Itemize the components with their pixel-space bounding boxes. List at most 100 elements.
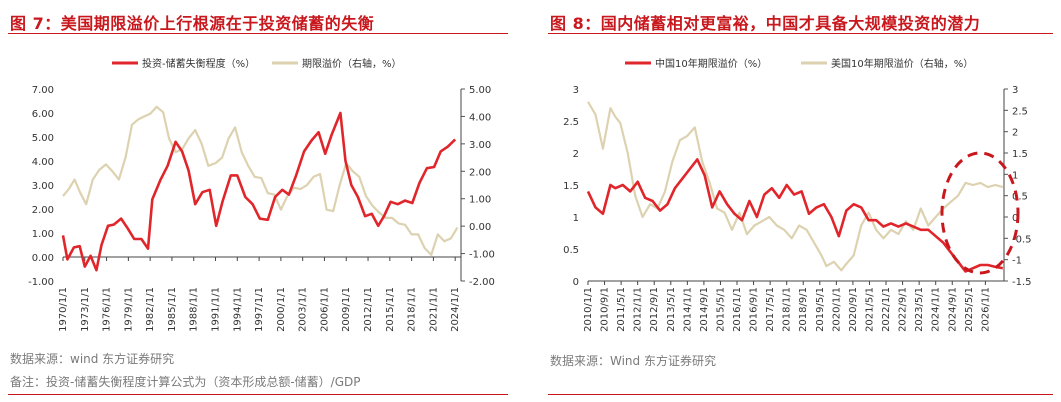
y-left-tick-label: 6.00 (32, 109, 54, 120)
y-left-tick-label: 3 (573, 85, 579, 96)
x-tick-label: 2014/1/1 (682, 287, 693, 332)
x-tick-label: 2020/1/1 (831, 287, 842, 332)
series-line (587, 101, 1004, 272)
x-tick-label: 2013/5/1 (666, 287, 677, 332)
series-line (586, 158, 1004, 273)
x-tick-label: 2020/9/1 (848, 287, 859, 332)
x-tick-label: 2000/1/1 (276, 287, 287, 332)
highlight-ellipse (940, 151, 1020, 275)
x-tick-label: 2024/9/1 (947, 287, 958, 332)
x-tick-label: 2016/1/1 (732, 287, 743, 332)
y-right-tick-label: -0.5 (1012, 234, 1032, 245)
x-tick-label: 1988/1/1 (189, 287, 200, 332)
y-right-tick-label: -1.00 (469, 250, 495, 261)
line-chart-right: 中国10年期限溢价（%） 美国10年期限溢价（右轴，%） 0 0.5 1 1.5 2 2.5 3… (563, 57, 1032, 332)
bottom-rule (548, 394, 1053, 395)
line-chart-left: 投资-储蓄失衡程度（%） 期限溢价（右轴，%） -1.00 0.00 1.00 2.00 3… (28, 57, 495, 332)
y-right-tick-label: -2.00 (469, 277, 495, 288)
bottom-rule (8, 394, 508, 395)
x-tick-label: 2012/9/1 (649, 287, 660, 332)
x-tick-label: 2015/1/1 (385, 287, 396, 332)
x-tick-label: 2011/5/1 (616, 287, 627, 332)
title-rule (548, 33, 1053, 34)
x-tick-label: 1976/1/1 (102, 287, 113, 332)
x-tick-label: 1985/1/1 (167, 287, 178, 332)
x-tick-label: 2018/9/1 (798, 287, 809, 332)
y-right-tick-label: 5.00 (469, 85, 491, 96)
x-tick-label: 2022/1/1 (881, 287, 892, 332)
y-left-tick-label: 2.5 (563, 117, 579, 128)
legend-label: 期限溢价（右轴，%） (302, 57, 402, 70)
x-tick-label: 1979/1/1 (123, 287, 134, 332)
x-tick-label: 2009/1/1 (341, 287, 352, 332)
legend-label: 美国10年期限溢价（右轴，%） (831, 57, 973, 70)
legend-label: 投资-储蓄失衡程度（%） (142, 57, 255, 70)
x-tick-label: 2026/1/1 (980, 287, 991, 332)
y-left-tick-label: 0 (573, 277, 579, 288)
x-tick-label: 2024/1/1 (450, 287, 461, 332)
x-tick-label: 1994/1/1 (232, 287, 243, 332)
x-tick-label: 2024/1/1 (931, 287, 942, 332)
x-tick-label: 2017/5/1 (765, 287, 776, 332)
series-line (62, 105, 459, 256)
y-right-tick-label: -1 (1012, 256, 1022, 267)
y-right-tick-label: 0 (1012, 213, 1018, 224)
y-right-tick-label: 3 (1012, 85, 1018, 96)
x-tick-label: 2025/5/1 (964, 287, 975, 332)
x-tick-label: 1997/1/1 (254, 287, 265, 332)
x-tick-label: 2018/1/1 (407, 287, 418, 332)
y-left-tick-label: 0.00 (32, 253, 54, 264)
y-right-tick-label: 1 (1012, 170, 1018, 181)
y-left-tick-label: 2.00 (32, 205, 54, 216)
x-tick-label: 2010/9/1 (600, 287, 611, 332)
x-tick-label: 2012/1/1 (633, 287, 644, 332)
remark-note: 备注：投资-储蓄失衡程度计算公式为（资本形成总额-储蓄）/GDP (10, 375, 361, 389)
y-right-tick-label: -1.5 (1012, 277, 1032, 288)
chart-panel-right: 图 8：国内储蓄相对更富裕，中国才具备大规模投资的潜力 中国10年期限溢价（%）… (540, 0, 1061, 402)
chart-panel-left: 图 7：美国期限溢价上行根源在于投资储蓄的失衡 投资-储蓄失衡程度（%） 期限溢价… (0, 0, 516, 402)
y-left-tick-label: 1.5 (563, 181, 579, 192)
x-tick-label: 2010/1/1 (583, 287, 594, 332)
y-right-tick-label: 1.5 (1012, 149, 1028, 160)
x-tick-label: 2018/1/1 (782, 287, 793, 332)
source-note: 数据来源：Wind 东方证券研究 (550, 354, 716, 368)
y-left-tick-label: 7.00 (32, 85, 54, 96)
x-tick-label: 2023/5/1 (914, 287, 925, 332)
legend-label: 中国10年期限溢价（%） (655, 57, 767, 70)
x-tick-label: 2021/1/1 (428, 287, 439, 332)
y-left-tick-label: 5.00 (32, 133, 54, 144)
y-left-tick-label: 1.00 (32, 229, 54, 240)
x-tick-label: 2014/9/1 (699, 287, 710, 332)
x-tick-label: 2006/1/1 (319, 287, 330, 332)
x-tick-label: 2021/5/1 (864, 287, 875, 332)
x-tick-label: 2003/1/1 (298, 287, 309, 332)
y-left-tick-label: 2 (573, 149, 579, 160)
y-right-tick-label: 0.5 (1012, 192, 1028, 203)
chart-title: 图 8：国内储蓄相对更富裕，中国才具备大规模投资的潜力 (550, 14, 981, 33)
y-left-tick-label: 4.00 (32, 157, 54, 168)
y-left-tick-label: 1 (573, 213, 579, 224)
series-line (61, 111, 457, 272)
y-right-tick-label: 4.00 (469, 112, 491, 123)
y-right-tick-label: 2.00 (469, 167, 491, 178)
y-left-tick-label: -1.00 (28, 277, 54, 288)
x-tick-label: 2015/5/1 (715, 287, 726, 332)
y-right-tick-label: 3.00 (469, 140, 491, 151)
title-rule (8, 33, 508, 34)
x-tick-label: 2022/9/1 (898, 287, 909, 332)
x-tick-label: 2012/1/1 (363, 287, 374, 332)
chart-title: 图 7：美国期限溢价上行根源在于投资储蓄的失衡 (10, 14, 375, 33)
x-tick-label: 1982/1/1 (145, 287, 156, 332)
y-left-tick-label: 3.00 (32, 181, 54, 192)
y-right-tick-label: 2 (1012, 128, 1018, 139)
x-tick-label: 2016/9/1 (749, 287, 760, 332)
y-right-tick-label: 0.00 (469, 222, 491, 233)
x-tick-label: 1973/1/1 (80, 287, 91, 332)
y-right-tick-label: 1.00 (469, 195, 491, 206)
x-tick-label: 1991/1/1 (211, 287, 222, 332)
source-note: 数据来源：wind 东方证券研究 (10, 352, 175, 366)
x-tick-label: 2019/5/1 (815, 287, 826, 332)
x-tick-label: 1970/1/1 (58, 287, 69, 332)
y-left-tick-label: 0.5 (563, 245, 579, 256)
y-right-tick-label: 2.5 (1012, 106, 1028, 117)
